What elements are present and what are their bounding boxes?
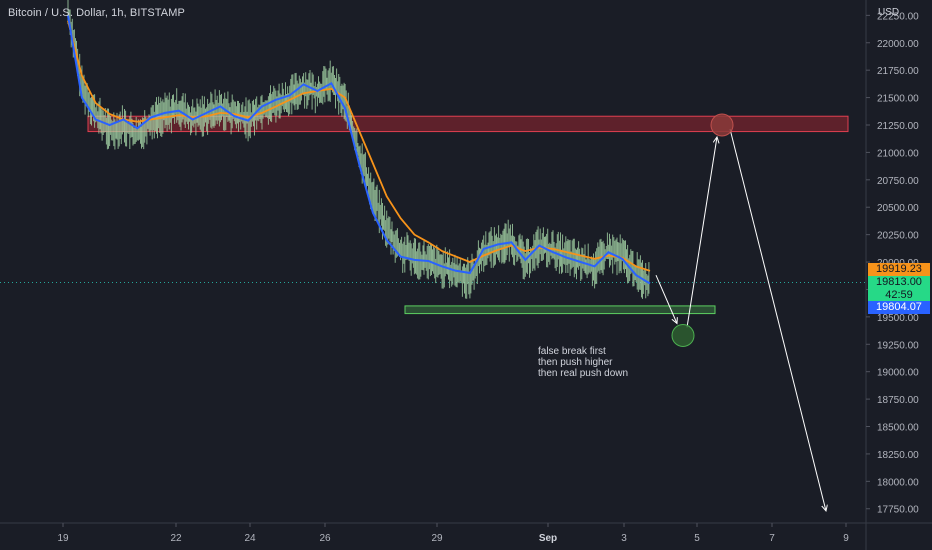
price-tick-label: 21500.00: [877, 94, 919, 105]
last-price-value: 19813.00: [876, 276, 922, 288]
price-tick-label: 17750.00: [877, 505, 919, 516]
projection-arrow-up: [686, 137, 717, 328]
ma-slow-price-badge: 19919.23: [868, 263, 930, 276]
annotation-line-1: false break first: [538, 346, 606, 357]
moving-average-fast: [67, 15, 651, 285]
support-zone: [404, 305, 716, 315]
price-tick-label: 20750.00: [877, 176, 919, 187]
time-tick-label: 26: [319, 533, 331, 544]
annotation-line-2: then push higher: [538, 357, 613, 368]
price-tick-label: 21000.00: [877, 148, 919, 159]
chart-annotation[interactable]: false break first then push higher then …: [538, 346, 628, 379]
time-tick-label: 29: [431, 533, 443, 544]
price-tick-label: 18000.00: [877, 477, 919, 488]
resistance-target-circle: [710, 113, 734, 137]
time-tick-label: 9: [843, 533, 849, 544]
time-tick-label: 24: [244, 533, 256, 544]
price-tick-label: 22000.00: [877, 39, 919, 50]
bar-countdown: 42:59: [885, 289, 913, 301]
price-tick-label: 21250.00: [877, 121, 919, 132]
price-axis-currency: USD: [878, 7, 899, 18]
price-tick-label: 21750.00: [877, 66, 919, 77]
time-tick-label: Sep: [539, 533, 557, 544]
time-tick-label: 5: [694, 533, 700, 544]
time-tick-label: 7: [769, 533, 775, 544]
price-tick-label: 18750.00: [877, 395, 919, 406]
annotation-line-3: then real push down: [538, 368, 629, 379]
price-tick-label: 18500.00: [877, 423, 919, 434]
last-price-badge: 19813.00 42:59: [868, 276, 930, 301]
price-tick-label: 19250.00: [877, 340, 919, 351]
price-tick-label: 19000.00: [877, 368, 919, 379]
symbol-legend: Bitcoin / U.S. Dollar, 1h, BITSTAMP: [8, 7, 185, 19]
false-break-target-circle: [671, 324, 695, 348]
projection-arrow-down-1: [655, 275, 677, 323]
time-tick-label: 3: [621, 533, 627, 544]
resistance-zone: [87, 115, 849, 133]
projection-arrow-down-2: [729, 128, 826, 511]
price-tick-label: 20250.00: [877, 231, 919, 242]
price-tick-label: 19500.00: [877, 313, 919, 324]
time-tick-label: 19: [57, 533, 69, 544]
moving-average-slow: [67, 20, 651, 272]
price-tick-label: 18250.00: [877, 450, 919, 461]
price-tick-label: 20500.00: [877, 203, 919, 214]
ma-fast-price-badge: 19804.07: [868, 301, 930, 314]
time-tick-label: 22: [170, 533, 182, 544]
price-tick-label: 22250.00: [877, 11, 919, 22]
